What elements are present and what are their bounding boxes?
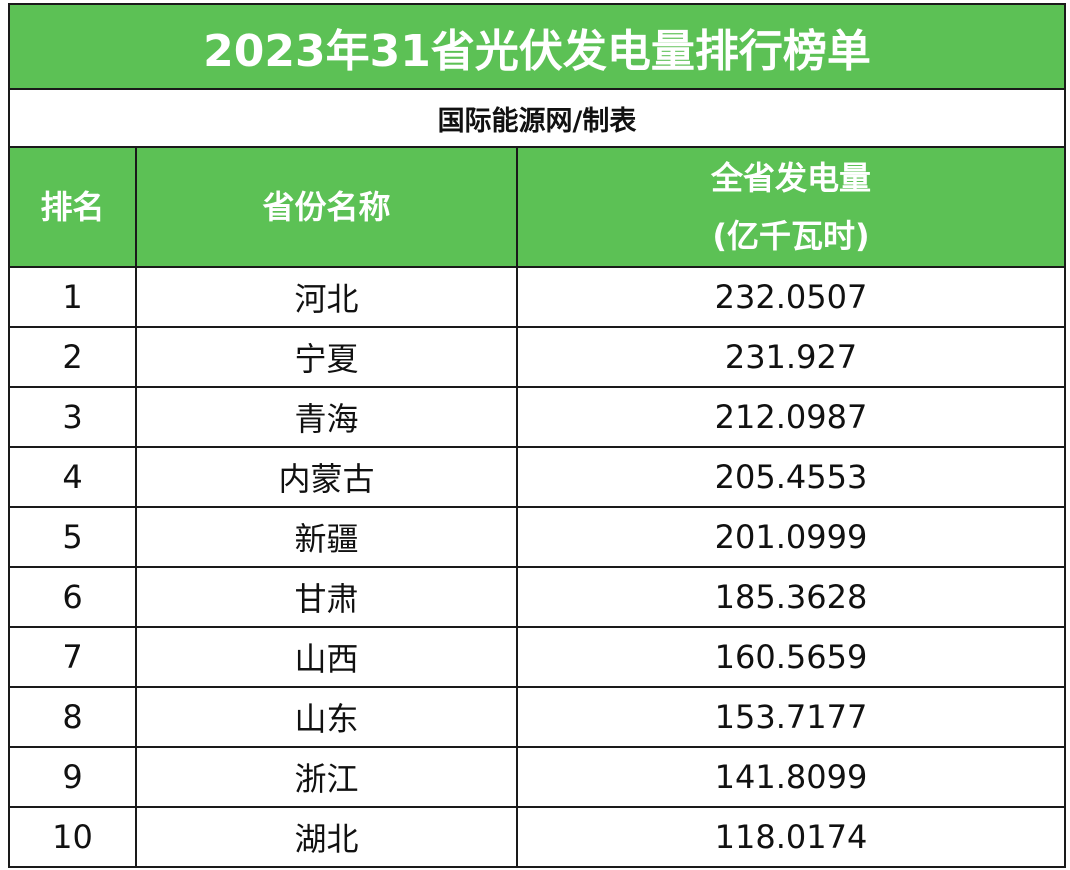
generation-cell: 153.7177 — [516, 686, 1066, 748]
column-header-rank: 排名 — [8, 146, 137, 268]
province-cell: 河北 — [135, 266, 518, 328]
province-cell: 湖北 — [135, 806, 518, 868]
rank-cell: 10 — [8, 806, 137, 868]
rank-cell: 5 — [8, 506, 137, 568]
rank-cell: 7 — [8, 626, 137, 688]
generation-cell: 160.5659 — [516, 626, 1066, 688]
column-header-generation-unit: (亿千瓦时) — [712, 217, 870, 255]
generation-cell: 212.0987 — [516, 386, 1066, 448]
rank-cell: 9 — [8, 746, 137, 808]
table-title: 2023年31省光伏发电量排行榜单 — [8, 3, 1066, 90]
province-cell: 山东 — [135, 686, 518, 748]
generation-cell: 231.927 — [516, 326, 1066, 388]
table-row: 7 山西 160.5659 — [8, 626, 1066, 688]
table-row: 9 浙江 141.8099 — [8, 746, 1066, 808]
province-cell: 青海 — [135, 386, 518, 448]
rank-cell: 1 — [8, 266, 137, 328]
province-cell: 内蒙古 — [135, 446, 518, 508]
rank-cell: 3 — [8, 386, 137, 448]
table-row: 10 湖北 118.0174 — [8, 806, 1066, 868]
rank-cell: 8 — [8, 686, 137, 748]
province-cell: 宁夏 — [135, 326, 518, 388]
rank-cell: 4 — [8, 446, 137, 508]
table-subtitle: 国际能源网/制表 — [8, 88, 1066, 148]
province-cell: 浙江 — [135, 746, 518, 808]
rank-cell: 2 — [8, 326, 137, 388]
table-row: 6 甘肃 185.3628 — [8, 566, 1066, 628]
province-cell: 山西 — [135, 626, 518, 688]
province-cell: 甘肃 — [135, 566, 518, 628]
generation-cell: 118.0174 — [516, 806, 1066, 868]
table-row: 5 新疆 201.0999 — [8, 506, 1066, 568]
table-row: 3 青海 212.0987 — [8, 386, 1066, 448]
table-body: 1 河北 232.0507 2 宁夏 231.927 3 青海 212.0987 4 内蒙古 205.… — [8, 266, 1066, 868]
generation-cell: 232.0507 — [516, 266, 1066, 328]
table-row: 8 山东 153.7177 — [8, 686, 1066, 748]
province-cell: 新疆 — [135, 506, 518, 568]
title-row: 2023年31省光伏发电量排行榜单 — [8, 3, 1066, 90]
header-row: 排名 省份名称 全省发电量 (亿千瓦时) — [8, 146, 1066, 268]
column-header-generation-label: 全省发电量 — [710, 159, 871, 197]
generation-cell: 201.0999 — [516, 506, 1066, 568]
subtitle-row: 国际能源网/制表 — [8, 88, 1066, 148]
generation-cell: 141.8099 — [516, 746, 1066, 808]
table-row: 2 宁夏 231.927 — [8, 326, 1066, 388]
table-row: 4 内蒙古 205.4553 — [8, 446, 1066, 508]
rank-cell: 6 — [8, 566, 137, 628]
column-header-province: 省份名称 — [135, 146, 518, 268]
generation-cell: 185.3628 — [516, 566, 1066, 628]
generation-cell: 205.4553 — [516, 446, 1066, 508]
table-row: 1 河北 232.0507 — [8, 266, 1066, 328]
ranking-table: 2023年31省光伏发电量排行榜单 国际能源网/制表 排名 省份名称 全省发电量… — [8, 3, 1066, 868]
column-header-generation: 全省发电量 (亿千瓦时) — [516, 146, 1066, 268]
